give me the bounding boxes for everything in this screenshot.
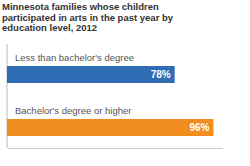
category-labels: Less than bachelor's degree Bachelor's de… — [15, 52, 134, 116]
category-label: Less than bachelor's degree — [15, 52, 134, 63]
bar — [7, 66, 175, 83]
x-axis-line — [8, 148, 223, 149]
chart: Minnesota families whose childrenpartici… — [0, 0, 250, 166]
title-line: participated in arts in the past year by — [2, 12, 174, 23]
title: Minnesota families whose childrenpartici… — [2, 1, 174, 33]
data-labels: 78% 96% — [151, 69, 210, 133]
data-label: 78% — [151, 69, 171, 80]
title-line: Minnesota families whose children — [2, 1, 159, 12]
bars — [7, 66, 213, 136]
data-label: 96% — [189, 122, 209, 133]
title-line: education level, 2012 — [2, 22, 97, 33]
x-axis — [8, 148, 223, 149]
category-label: Bachelor's degree or higher — [15, 105, 131, 116]
bar — [7, 119, 213, 136]
